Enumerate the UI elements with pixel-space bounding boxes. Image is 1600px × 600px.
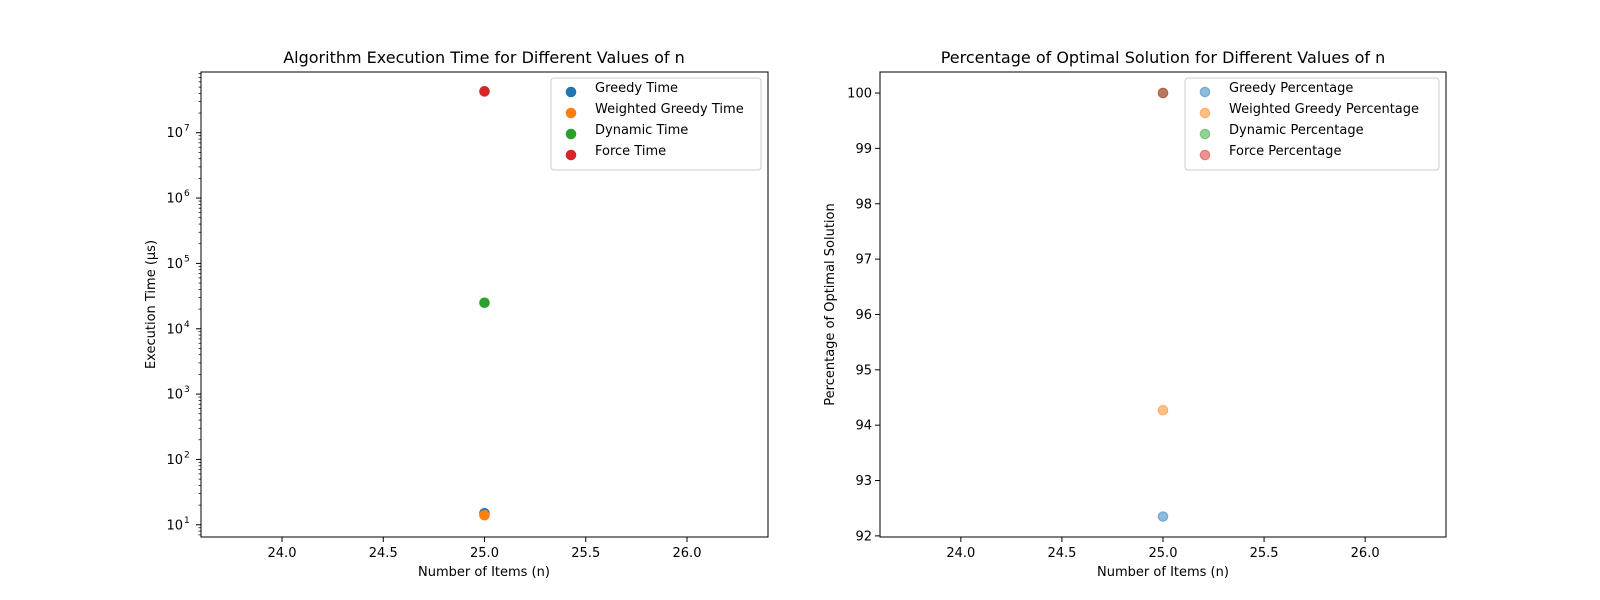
time-chart-points xyxy=(479,86,490,521)
percentage-legend-label: Dynamic Percentage xyxy=(1229,123,1364,138)
time-y-tick-exponent: 3 xyxy=(184,385,190,395)
percentage-x-tick-label: 25.0 xyxy=(1149,546,1178,561)
time-legend-marker xyxy=(565,107,577,119)
time-legend-label: Weighted Greedy Time xyxy=(595,102,744,117)
time-chart-legend: Greedy Time Weighted Greedy Time Dynamic T… xyxy=(550,77,762,171)
time-chart: Algorithm Execution Time for Different V… xyxy=(144,48,769,580)
percentage-x-tick-label: 26.0 xyxy=(1351,546,1380,561)
time-y-tick-exponent: 2 xyxy=(184,450,190,460)
percentage-y-tick-label: 93 xyxy=(855,474,872,489)
time-y-tick-label: 10 xyxy=(166,126,183,141)
percentage-legend-box xyxy=(1184,77,1440,171)
time-chart-y-axis-label: Execution Time (µs) xyxy=(144,240,159,369)
time-x-tick-label: 24.5 xyxy=(369,546,398,561)
percentage-x-tick-label: 24.0 xyxy=(946,546,975,561)
time-y-tick-label: 10 xyxy=(166,453,183,468)
time-x-tick-label: 24.0 xyxy=(268,546,297,561)
time-chart-x-ticks: 24.0 24.5 25.0 25.5 26.0 xyxy=(268,537,702,561)
percentage-y-tick-label: 99 xyxy=(855,142,872,157)
percentage-chart-legend: Greedy Percentage Weighted Greedy Percent… xyxy=(1184,77,1440,171)
percentage-chart-title: Percentage of Optimal Solution for Diffe… xyxy=(941,48,1386,67)
time-y-tick-label: 10 xyxy=(166,388,183,403)
percentage-y-tick-label: 96 xyxy=(855,308,872,323)
time-y-tick-exponent: 1 xyxy=(184,516,190,526)
percentage-chart: Percentage of Optimal Solution for Diffe… xyxy=(823,48,1447,580)
percentage-point xyxy=(1157,404,1169,416)
percentage-legend-marker xyxy=(1199,86,1211,98)
percentage-chart-points xyxy=(1157,87,1169,522)
time-x-tick-label: 25.5 xyxy=(571,546,600,561)
percentage-chart-plot-frame xyxy=(879,71,1447,538)
percentage-y-tick-label: 94 xyxy=(855,419,872,434)
time-x-tick-label: 25.0 xyxy=(470,546,499,561)
time-chart-title: Algorithm Execution Time for Different V… xyxy=(283,48,685,67)
percentage-legend-label: Greedy Percentage xyxy=(1229,81,1353,96)
time-y-tick-exponent: 4 xyxy=(184,320,190,330)
time-legend-marker xyxy=(565,128,577,140)
percentage-point xyxy=(1157,511,1169,522)
percentage-legend-label: Force Percentage xyxy=(1229,144,1341,159)
time-legend-label: Force Time xyxy=(595,144,666,159)
percentage-y-tick-label: 95 xyxy=(855,363,872,378)
percentage-x-tick-label: 24.5 xyxy=(1047,546,1076,561)
time-point xyxy=(479,297,490,309)
time-chart-x-axis-label: Number of Items (n) xyxy=(418,565,550,580)
percentage-chart-x-axis-label: Number of Items (n) xyxy=(1097,565,1229,580)
time-legend-box xyxy=(550,77,762,171)
percentage-chart-x-ticks: 24.0 24.5 25.0 25.5 26.0 xyxy=(946,537,1380,561)
time-legend-label: Greedy Time xyxy=(595,81,678,96)
percentage-x-tick-label: 25.5 xyxy=(1250,546,1279,561)
time-y-tick-label: 10 xyxy=(166,257,183,272)
time-y-tick-label: 10 xyxy=(166,518,183,533)
percentage-chart-y-ticks: 92 93 94 95 96 97 98 99 100 xyxy=(847,87,880,544)
time-y-tick-exponent: 7 xyxy=(184,124,190,134)
time-y-tick-label: 10 xyxy=(166,322,183,337)
time-point xyxy=(479,86,490,97)
percentage-legend-marker xyxy=(1199,107,1211,119)
time-chart-plot-frame xyxy=(200,71,769,538)
percentage-y-tick-label: 92 xyxy=(855,529,872,544)
time-legend-label: Dynamic Time xyxy=(595,123,688,138)
percentage-point xyxy=(1157,87,1169,99)
time-y-tick-exponent: 6 xyxy=(184,189,190,199)
time-legend-marker xyxy=(565,149,577,161)
percentage-chart-y-axis-label: Percentage of Optimal Solution xyxy=(823,203,838,405)
percentage-legend-marker xyxy=(1199,128,1211,140)
time-x-tick-label: 26.0 xyxy=(673,546,702,561)
time-y-tick-label: 10 xyxy=(166,192,183,207)
percentage-y-tick-label: 98 xyxy=(855,197,872,212)
percentage-y-tick-label: 100 xyxy=(847,87,872,102)
time-legend-marker xyxy=(565,86,577,98)
percentage-legend-marker xyxy=(1199,149,1211,161)
time-y-tick-exponent: 5 xyxy=(184,254,190,264)
time-point xyxy=(479,509,490,521)
percentage-y-tick-label: 97 xyxy=(855,253,872,268)
percentage-legend-label: Weighted Greedy Percentage xyxy=(1229,102,1419,117)
